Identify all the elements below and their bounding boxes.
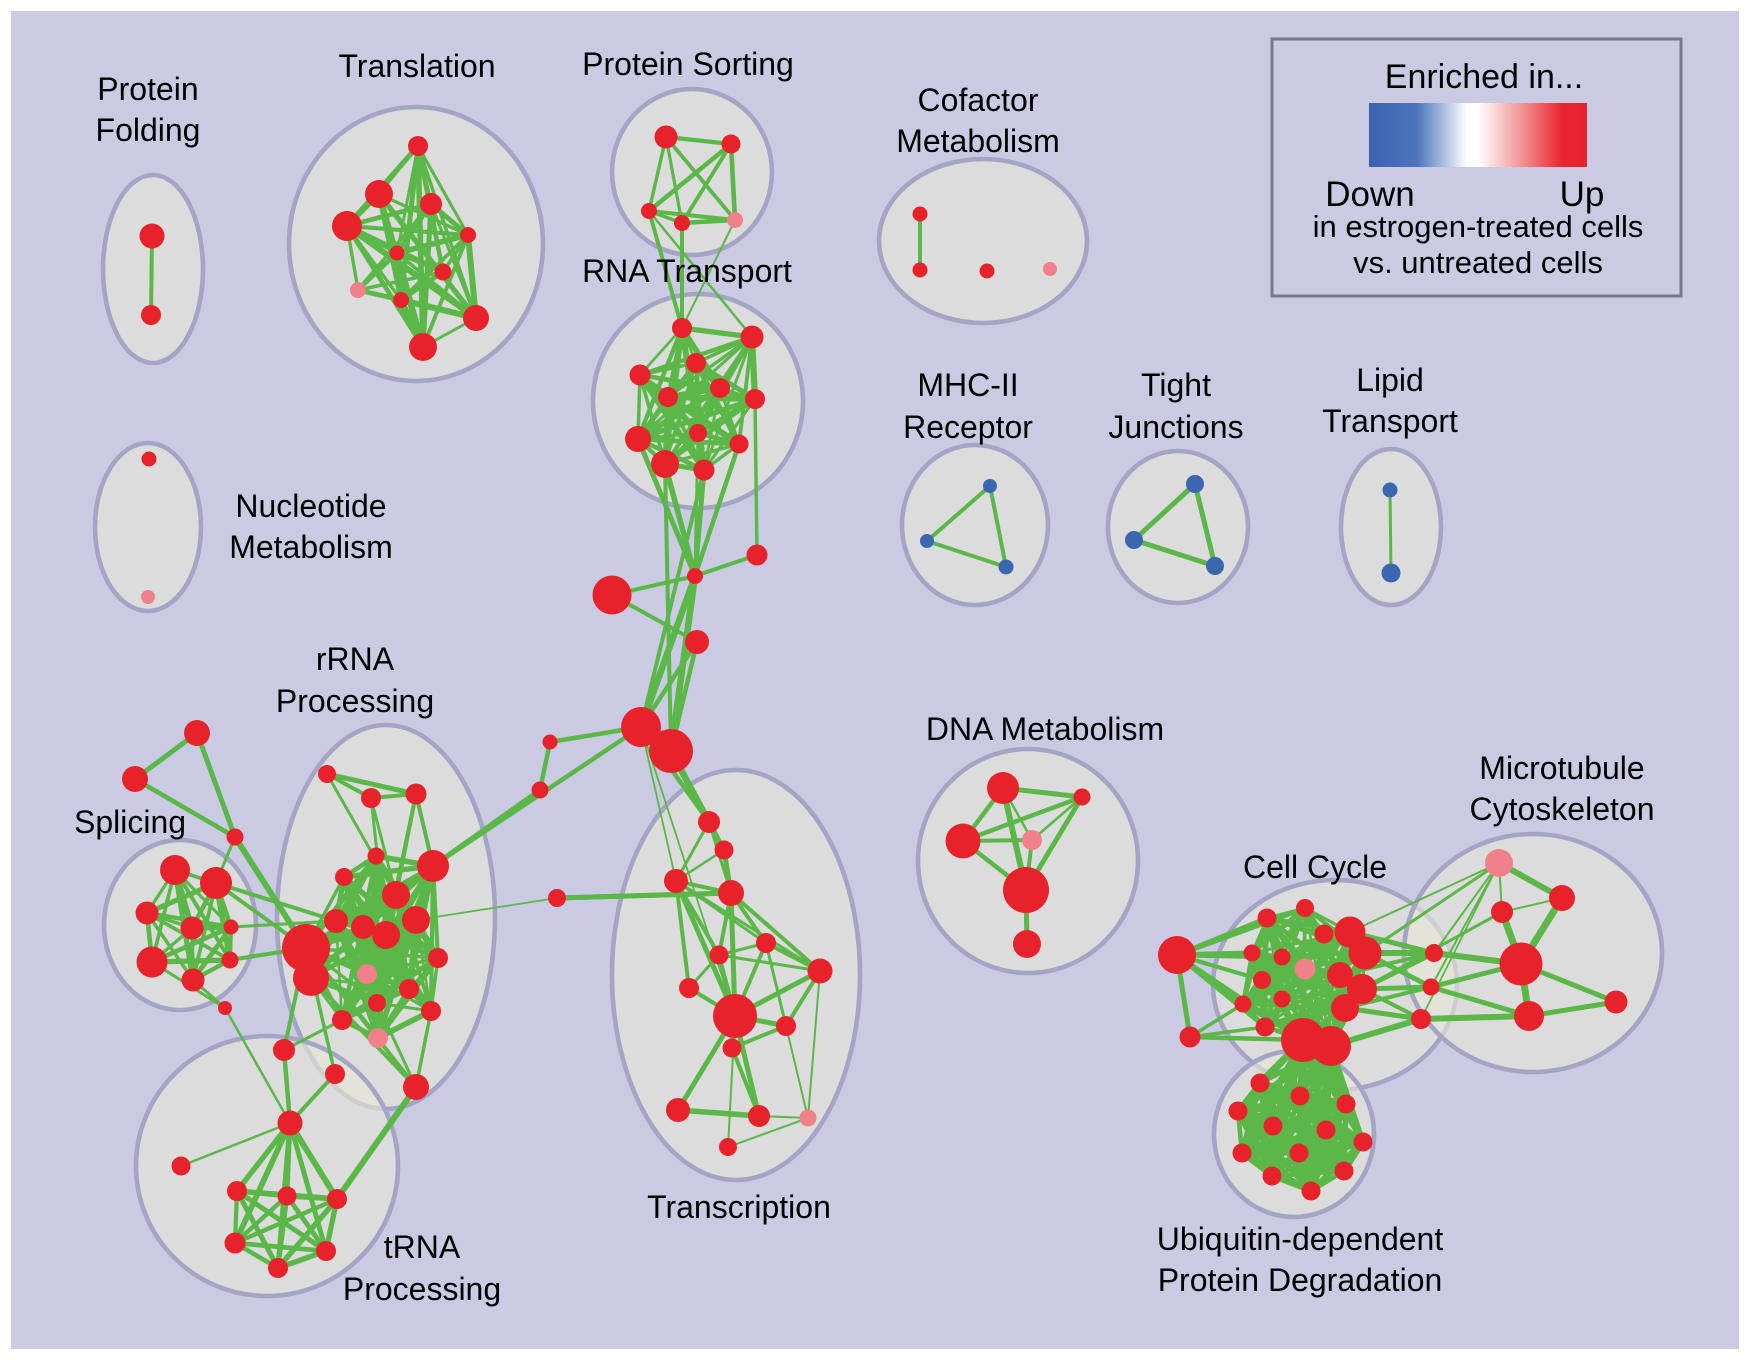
svg-text:Receptor: Receptor <box>903 409 1033 445</box>
svg-text:Cofactor: Cofactor <box>918 82 1039 118</box>
svg-text:Lipid: Lipid <box>1356 362 1424 398</box>
svg-text:Nucleotide: Nucleotide <box>235 488 386 524</box>
svg-text:MHC-II: MHC-II <box>917 367 1018 403</box>
svg-text:vs. untreated cells: vs. untreated cells <box>1353 245 1603 280</box>
svg-text:Tight: Tight <box>1141 367 1211 403</box>
svg-text:Cell Cycle: Cell Cycle <box>1243 849 1387 885</box>
svg-text:Cytoskeleton: Cytoskeleton <box>1470 791 1655 827</box>
svg-text:Transcription: Transcription <box>647 1189 831 1225</box>
svg-text:Up: Up <box>1560 175 1605 214</box>
svg-text:Processing: Processing <box>343 1271 501 1307</box>
svg-text:tRNA: tRNA <box>384 1229 461 1265</box>
svg-text:Junctions: Junctions <box>1108 409 1243 445</box>
svg-text:in estrogen-treated cells: in estrogen-treated cells <box>1313 209 1644 244</box>
svg-text:Protein Degradation: Protein Degradation <box>1158 1262 1443 1298</box>
svg-text:Translation: Translation <box>338 48 495 84</box>
svg-text:Metabolism: Metabolism <box>896 123 1060 159</box>
svg-text:Transport: Transport <box>1322 403 1458 439</box>
svg-text:Protein Sorting: Protein Sorting <box>582 46 794 82</box>
svg-text:Metabolism: Metabolism <box>229 529 393 565</box>
svg-text:Protein: Protein <box>97 71 198 107</box>
svg-text:Processing: Processing <box>276 683 434 719</box>
svg-text:Folding: Folding <box>96 112 201 148</box>
svg-text:rRNA: rRNA <box>316 641 395 677</box>
svg-text:RNA Transport: RNA Transport <box>582 253 792 289</box>
svg-text:Enriched in...: Enriched in... <box>1385 58 1583 96</box>
svg-text:Ubiquitin-dependent: Ubiquitin-dependent <box>1157 1221 1444 1257</box>
svg-text:DNA Metabolism: DNA Metabolism <box>926 711 1164 747</box>
svg-text:Splicing: Splicing <box>74 804 186 840</box>
svg-text:Down: Down <box>1325 175 1414 214</box>
svg-text:Microtubule: Microtubule <box>1479 750 1644 786</box>
